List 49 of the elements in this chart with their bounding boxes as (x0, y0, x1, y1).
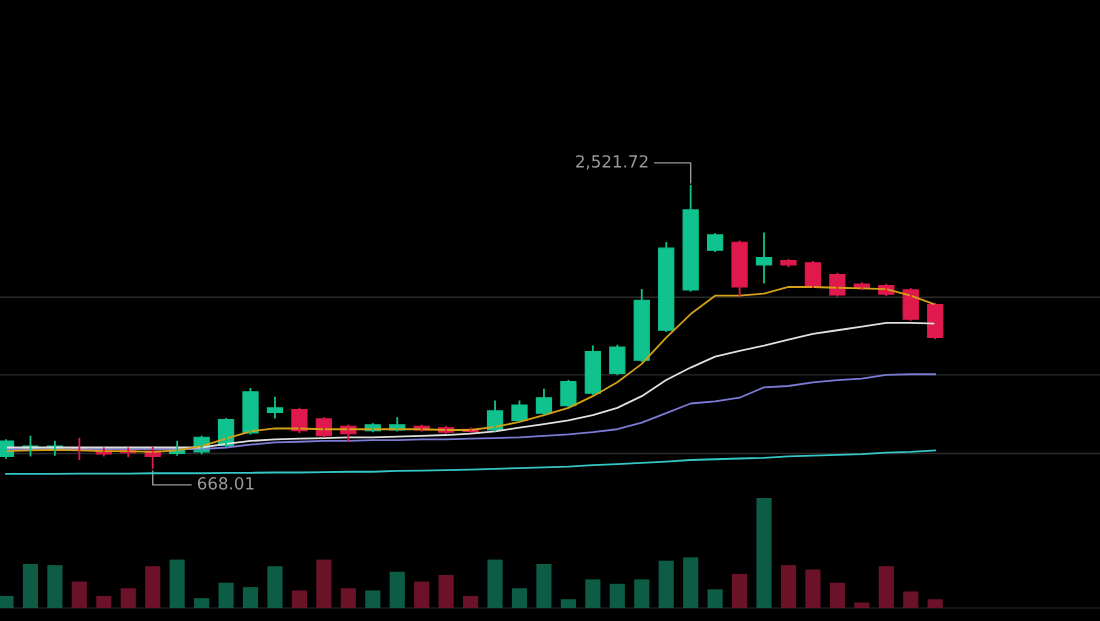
bar (536, 564, 552, 608)
bar (707, 589, 723, 608)
bar (194, 598, 210, 608)
bar (22, 564, 39, 608)
bar (340, 588, 356, 608)
bar (96, 595, 112, 608)
bar (414, 581, 430, 608)
bar (731, 573, 748, 608)
bar (47, 565, 63, 608)
bar (683, 557, 699, 608)
candlestick (682, 184, 699, 292)
bar (854, 602, 870, 608)
candlestick (266, 396, 284, 419)
bar (756, 498, 772, 608)
bar (609, 583, 625, 608)
text: 668.01 (197, 477, 254, 490)
bar (0, 595, 14, 608)
bar (585, 579, 601, 608)
bar (878, 566, 894, 608)
bar (805, 569, 821, 608)
bar (634, 579, 650, 608)
candlestick (609, 344, 626, 376)
bar (438, 575, 454, 608)
bar (242, 587, 259, 608)
bar (463, 595, 479, 608)
bar (829, 582, 845, 608)
bar (145, 566, 161, 608)
bar (316, 559, 332, 608)
bar (658, 560, 674, 608)
bar (511, 588, 528, 608)
bar (169, 559, 185, 608)
bar (71, 581, 87, 608)
candlestick (242, 387, 259, 435)
bar (487, 559, 503, 608)
bar (291, 590, 307, 608)
bar (780, 565, 797, 608)
bar (120, 588, 136, 608)
text: 2,521.72 (576, 155, 648, 170)
bar (267, 566, 283, 608)
candlestick (511, 400, 528, 423)
candlestick (731, 240, 748, 297)
bar (560, 599, 576, 608)
bar (927, 599, 943, 608)
bar (365, 590, 381, 608)
bar (389, 571, 405, 608)
bar (903, 591, 919, 608)
candlestick (755, 232, 773, 284)
candlestick (291, 407, 308, 434)
bar (218, 582, 234, 608)
